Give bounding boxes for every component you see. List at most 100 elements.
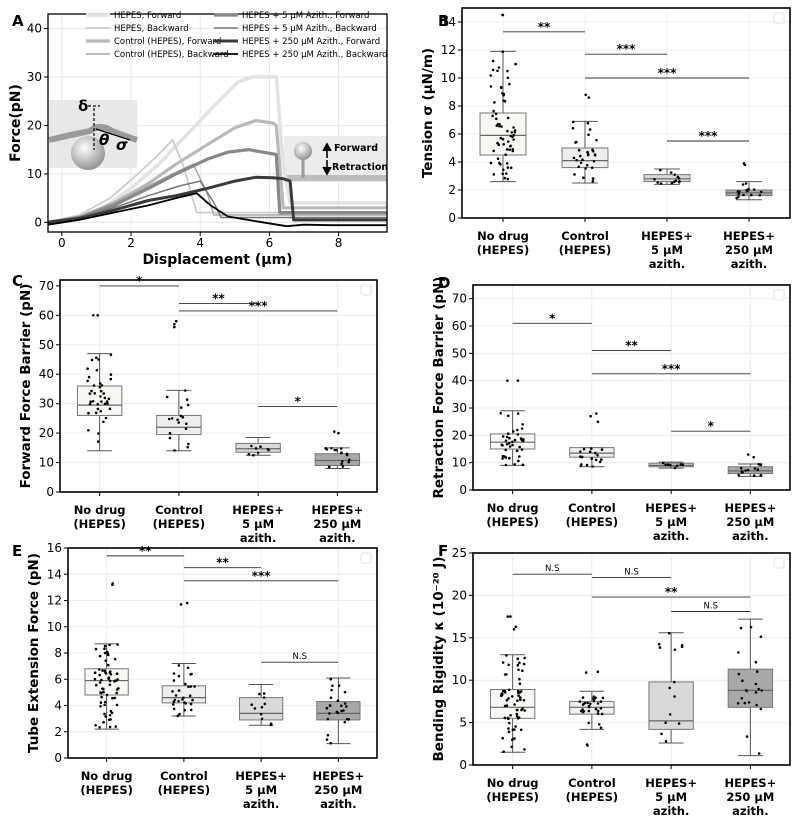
data-point bbox=[581, 703, 585, 706]
data-point bbox=[336, 699, 340, 702]
y-tick-label: 60 bbox=[452, 319, 467, 333]
data-point bbox=[492, 173, 496, 176]
data-point bbox=[756, 468, 760, 471]
data-point bbox=[514, 62, 517, 66]
data-point bbox=[508, 436, 511, 440]
data-point bbox=[330, 688, 333, 692]
data-point bbox=[599, 707, 603, 710]
data-point bbox=[579, 154, 582, 158]
data-point bbox=[668, 686, 671, 690]
data-point bbox=[250, 444, 253, 448]
data-point bbox=[499, 86, 503, 90]
data-point bbox=[177, 421, 180, 424]
category-label: HEPES+ bbox=[313, 769, 365, 783]
data-point bbox=[262, 692, 266, 695]
data-point bbox=[185, 398, 189, 401]
data-point bbox=[571, 126, 575, 130]
data-point bbox=[599, 726, 603, 729]
data-point bbox=[507, 730, 511, 734]
iqr-box bbox=[561, 147, 609, 169]
data-point bbox=[102, 720, 105, 724]
data-point bbox=[108, 643, 111, 647]
category-label: HEPES+ bbox=[232, 503, 284, 517]
outlier-point bbox=[506, 379, 509, 383]
data-point bbox=[501, 172, 505, 176]
iqr-box bbox=[238, 697, 284, 721]
data-point bbox=[495, 117, 498, 121]
data-point bbox=[505, 435, 509, 439]
data-point bbox=[660, 732, 663, 736]
data-point bbox=[573, 173, 576, 176]
data-point bbox=[489, 161, 493, 165]
data-point bbox=[502, 750, 506, 753]
data-point bbox=[98, 668, 101, 671]
y-axis-label: Force(pN) bbox=[8, 84, 24, 162]
box-2 bbox=[648, 631, 694, 744]
data-point bbox=[116, 678, 119, 681]
iqr-box bbox=[156, 414, 202, 436]
significance-label: N.S bbox=[624, 568, 638, 578]
data-point bbox=[176, 418, 179, 422]
data-point bbox=[95, 683, 98, 687]
data-point bbox=[99, 395, 102, 398]
category-label: (HEPES) bbox=[566, 790, 619, 804]
data-point bbox=[107, 677, 110, 680]
significance-label: *** bbox=[699, 129, 719, 143]
data-point bbox=[113, 657, 117, 661]
box-1 bbox=[561, 93, 609, 184]
outlier-point bbox=[596, 670, 600, 673]
data-point bbox=[87, 411, 90, 415]
legend-box bbox=[773, 557, 785, 569]
x-tick-label: 6 bbox=[266, 236, 274, 250]
data-point bbox=[341, 465, 345, 468]
y-tick-label: 6 bbox=[54, 672, 62, 686]
data-point bbox=[328, 712, 331, 715]
category-label: (HEPES) bbox=[158, 783, 211, 797]
data-point bbox=[502, 168, 505, 171]
data-point bbox=[518, 661, 521, 665]
data-point bbox=[519, 728, 523, 732]
data-point bbox=[247, 452, 251, 456]
plot-area bbox=[473, 285, 790, 490]
data-point bbox=[253, 707, 257, 710]
data-point bbox=[594, 458, 598, 462]
data-point bbox=[106, 402, 109, 405]
legend-box bbox=[360, 552, 372, 564]
data-point bbox=[107, 397, 111, 401]
data-point bbox=[580, 463, 583, 466]
data-point bbox=[508, 456, 511, 460]
plot-area bbox=[473, 553, 790, 765]
significance-label: ** bbox=[139, 544, 152, 558]
data-point bbox=[113, 696, 117, 700]
data-point bbox=[572, 156, 576, 160]
data-point bbox=[503, 691, 507, 694]
data-point bbox=[596, 702, 600, 705]
category-label: 5 μM bbox=[245, 783, 277, 797]
y-tick-label: 20 bbox=[39, 426, 54, 440]
data-point bbox=[657, 642, 661, 646]
data-point bbox=[680, 644, 684, 647]
data-point bbox=[512, 133, 515, 137]
data-point bbox=[110, 711, 114, 715]
data-point bbox=[90, 389, 93, 393]
category-label: No drug bbox=[81, 769, 133, 783]
box-2 bbox=[238, 684, 284, 727]
data-point bbox=[103, 712, 106, 716]
data-point bbox=[586, 121, 590, 125]
legend-entry: HEPES + 5 µM Azith., Forward bbox=[242, 11, 369, 21]
data-point bbox=[749, 625, 753, 629]
data-point bbox=[658, 646, 662, 649]
data-point bbox=[518, 677, 521, 681]
data-point bbox=[522, 662, 526, 666]
data-point bbox=[669, 463, 672, 467]
data-point bbox=[591, 179, 595, 183]
data-point bbox=[590, 166, 594, 169]
legend-box bbox=[773, 289, 785, 301]
data-point bbox=[183, 708, 187, 712]
category-label: 5 μM bbox=[655, 790, 687, 804]
data-point bbox=[87, 375, 91, 379]
data-point bbox=[586, 153, 590, 157]
data-point bbox=[505, 673, 508, 676]
